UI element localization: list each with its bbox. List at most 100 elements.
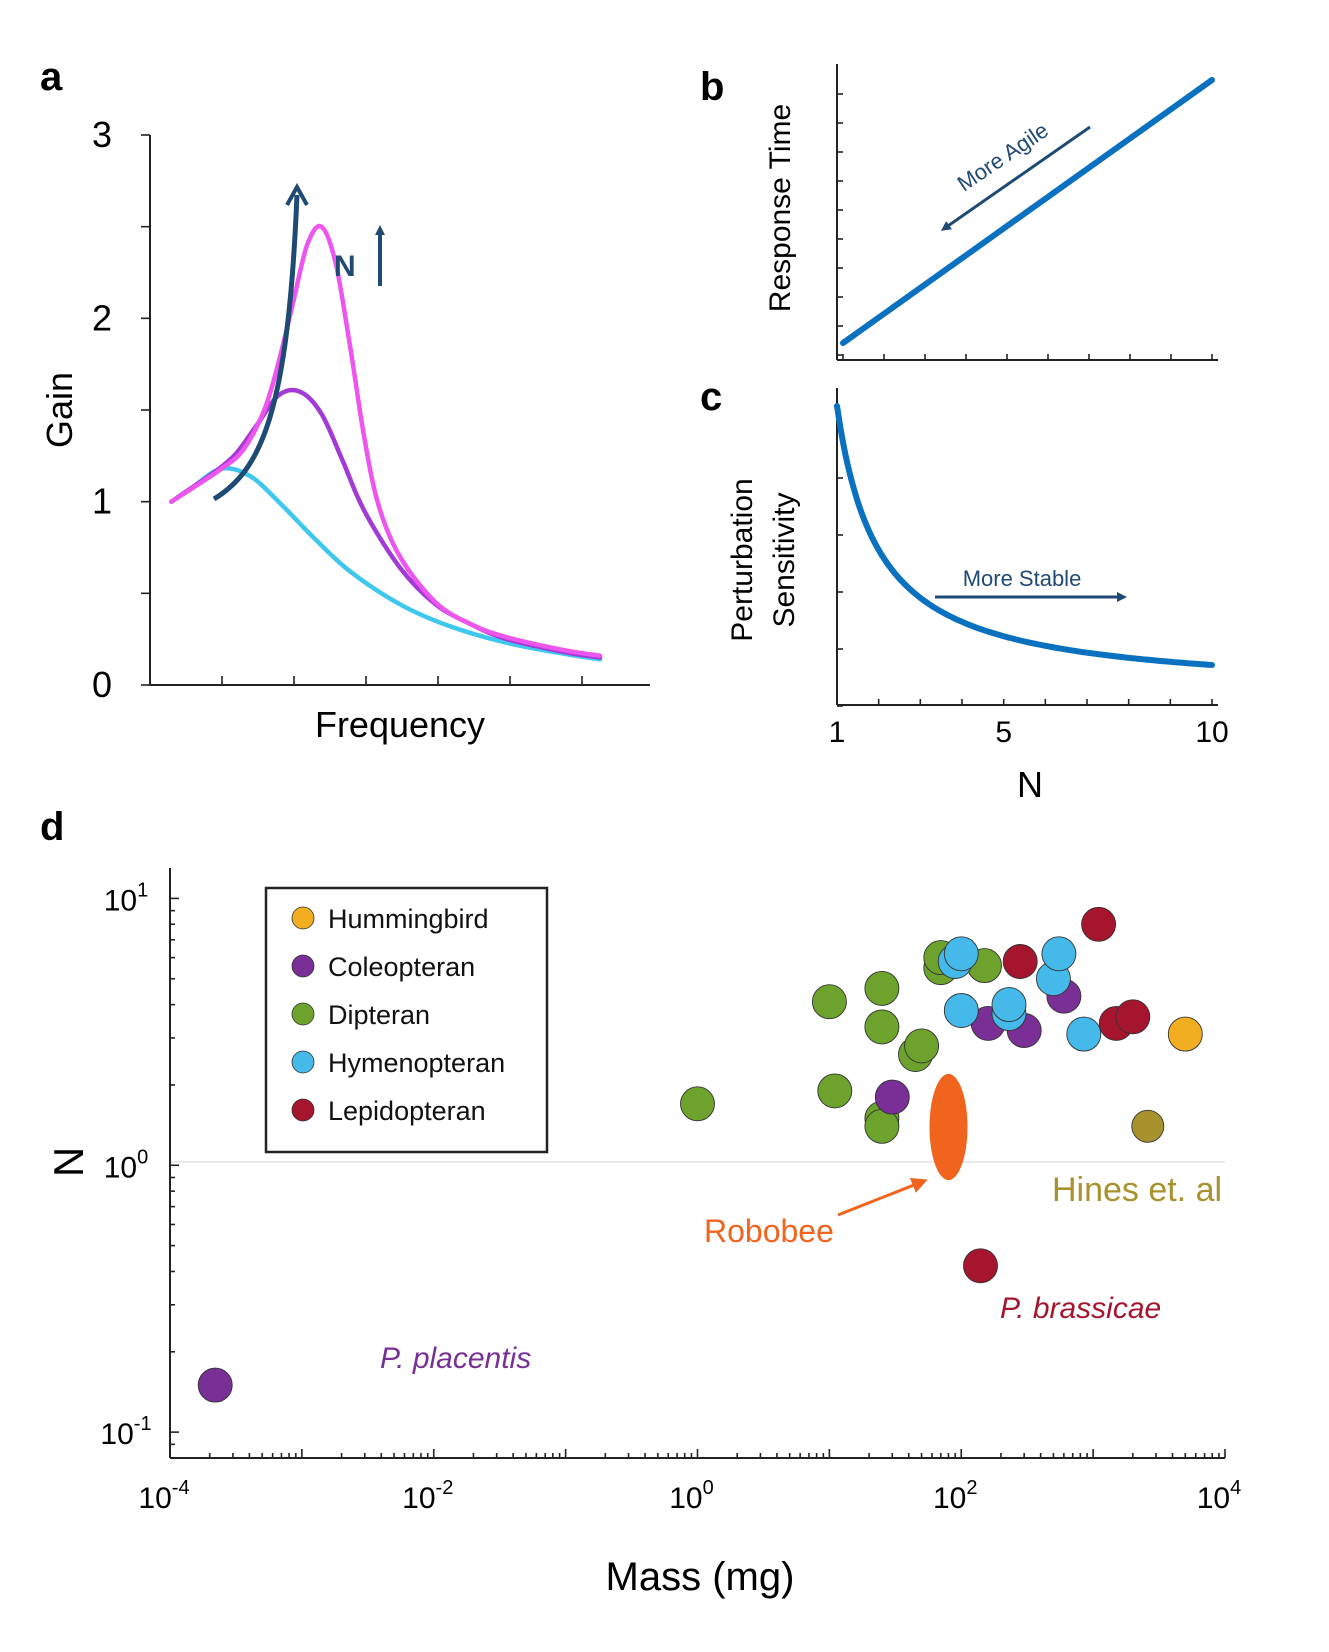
legend-marker-dipteran xyxy=(291,1002,315,1026)
panel-d-robobee-label: Robobee xyxy=(704,1213,834,1249)
panel-a-arrowhead xyxy=(285,182,309,206)
panel-d-points xyxy=(197,906,1203,1403)
y-tick-label: 100 xyxy=(104,1146,149,1184)
point-hines-et-al xyxy=(1131,1109,1165,1143)
panel-c-x-tick-labels: 1 5 10 xyxy=(829,716,1229,749)
x-tick-label: 102 xyxy=(933,1477,978,1515)
panel-b-ticks xyxy=(837,93,1213,360)
panel-d-p-placentis-label: P. placentis xyxy=(380,1342,531,1375)
panel-a-curves xyxy=(169,223,603,662)
panel-c-series-curve xyxy=(834,403,1215,668)
panel-a-x-label: Frequency xyxy=(315,704,485,745)
x-tick-label: 104 xyxy=(1197,1477,1242,1515)
x-tick-exponent: -4 xyxy=(172,1477,190,1499)
panel-b-y-label: Response Time xyxy=(764,104,797,312)
panel-b-response-chart: b Response Time More Agile xyxy=(700,64,1218,361)
y-tick-exponent: 1 xyxy=(137,879,148,901)
legend-marker-lepidopteran xyxy=(291,1098,315,1122)
y-tick-base: 10 xyxy=(104,884,137,917)
panel-a-trend-arrow xyxy=(212,194,300,502)
point-lepidopteran xyxy=(1002,944,1038,979)
point-lepidopteran xyxy=(1081,906,1117,942)
point-hymenopteran xyxy=(943,993,979,1028)
panel-d-legend-entries: Hummingbird Coleopteran Dipteran Hymenopter… xyxy=(291,904,505,1126)
panel-c-sensitivity-chart: c 1 5 10 N Perturbation Sensitivity More S… xyxy=(700,375,1229,805)
y-tick-label: 3 xyxy=(92,114,112,155)
legend-label-hummingbird: Hummingbird xyxy=(328,904,489,934)
point-dipteran xyxy=(864,970,900,1006)
panel-d-hines-label: Hines et. al xyxy=(1052,1171,1222,1209)
point-lepidopteran xyxy=(1115,999,1151,1035)
x-tick-exponent: -2 xyxy=(436,1477,454,1499)
point-dipteran xyxy=(904,1028,940,1064)
x-tick-label: 10-4 xyxy=(138,1477,189,1515)
panel-a-n-label: N xyxy=(334,250,356,283)
panel-c-ticks xyxy=(836,477,1213,707)
panel-a-gain-chart: a 0 1 2 3 Frequency Gain N xyxy=(39,55,650,745)
panel-b-agile-arrow-icon xyxy=(940,125,1091,231)
x-tick-base: 10 xyxy=(138,1482,171,1515)
x-tick-label: 10-2 xyxy=(402,1477,453,1515)
panel-d-robobee-arrow-icon xyxy=(837,1177,928,1217)
y-tick-label: 0 xyxy=(92,664,112,705)
x-tick-label: 10 xyxy=(1195,716,1228,749)
legend-marker-hummingbird xyxy=(291,906,315,930)
y-tick-label: 1 xyxy=(92,481,112,522)
y-tick-label: 10-1 xyxy=(100,1413,151,1451)
point-hymenopteran xyxy=(943,936,979,972)
x-tick-base: 10 xyxy=(402,1482,435,1515)
panel-b-agile-label: More Agile xyxy=(953,117,1053,196)
panel-d-p-brassicae-label: P. brassicae xyxy=(1000,1292,1161,1325)
panel-letter-a: a xyxy=(40,55,63,99)
panel-c-y-label-line1: Perturbation xyxy=(726,478,759,641)
panel-d-x-label: Mass (mg) xyxy=(606,1555,795,1599)
point-dipteran xyxy=(817,1073,853,1109)
legend-label-coleopteran: Coleopteran xyxy=(328,952,475,982)
y-tick-label: 2 xyxy=(92,297,112,338)
y-tick-base: 10 xyxy=(104,1151,137,1184)
point-lepidopteran xyxy=(963,1248,998,1284)
point-hymenopteran xyxy=(1041,936,1077,972)
panel-letter-d: d xyxy=(40,805,64,849)
y-tick-label: 101 xyxy=(104,879,149,917)
x-tick-exponent: 2 xyxy=(966,1477,977,1499)
panel-d-robobee-ellipse xyxy=(929,1073,968,1181)
y-tick-base: 10 xyxy=(100,1418,133,1451)
panel-a-ticks xyxy=(141,134,583,686)
legend-marker-hymenopteran xyxy=(291,1050,315,1074)
gain-curve-3 xyxy=(169,223,603,658)
panel-c-y-label-line2: Sensitivity xyxy=(768,492,801,627)
x-tick-base: 10 xyxy=(933,1482,966,1515)
point-hymenopteran xyxy=(991,987,1027,1023)
y-tick-exponent: 0 xyxy=(137,1146,148,1168)
point-hummingbird xyxy=(1167,1016,1203,1052)
x-tick-exponent: 0 xyxy=(703,1477,714,1499)
panel-c-x-label: N xyxy=(1017,764,1043,805)
x-tick-label: 100 xyxy=(669,1477,714,1515)
x-tick-label: 1 xyxy=(829,716,846,749)
point-coleopteran xyxy=(197,1367,233,1403)
panel-b-series-line xyxy=(840,77,1215,346)
panel-d-x-tick-labels: 10-4 10-2 100 102 104 xyxy=(138,1477,1241,1515)
point-dipteran xyxy=(864,1009,900,1045)
panel-letter-b: b xyxy=(700,65,724,109)
panel-a-y-label: Gain xyxy=(39,372,80,448)
legend-label-lepidopteran: Lepidopteran xyxy=(328,1096,486,1126)
point-hymenopteran xyxy=(1066,1016,1102,1052)
panel-c-stable-label: More Stable xyxy=(963,566,1082,591)
point-coleopteran xyxy=(874,1079,910,1115)
point-dipteran xyxy=(811,984,847,1020)
x-tick-label: 5 xyxy=(995,716,1012,749)
panel-a-y-tick-labels: 0 1 2 3 xyxy=(92,114,112,705)
panel-d-y-label: N xyxy=(45,1147,92,1177)
x-tick-exponent: 4 xyxy=(1230,1477,1241,1499)
legend-marker-coleopteran xyxy=(291,954,315,978)
y-tick-exponent: -1 xyxy=(134,1413,152,1435)
panel-letter-c: c xyxy=(700,375,722,419)
x-tick-base: 10 xyxy=(1197,1482,1230,1515)
legend-label-dipteran: Dipteran xyxy=(328,1000,430,1030)
point-dipteran xyxy=(680,1086,715,1122)
